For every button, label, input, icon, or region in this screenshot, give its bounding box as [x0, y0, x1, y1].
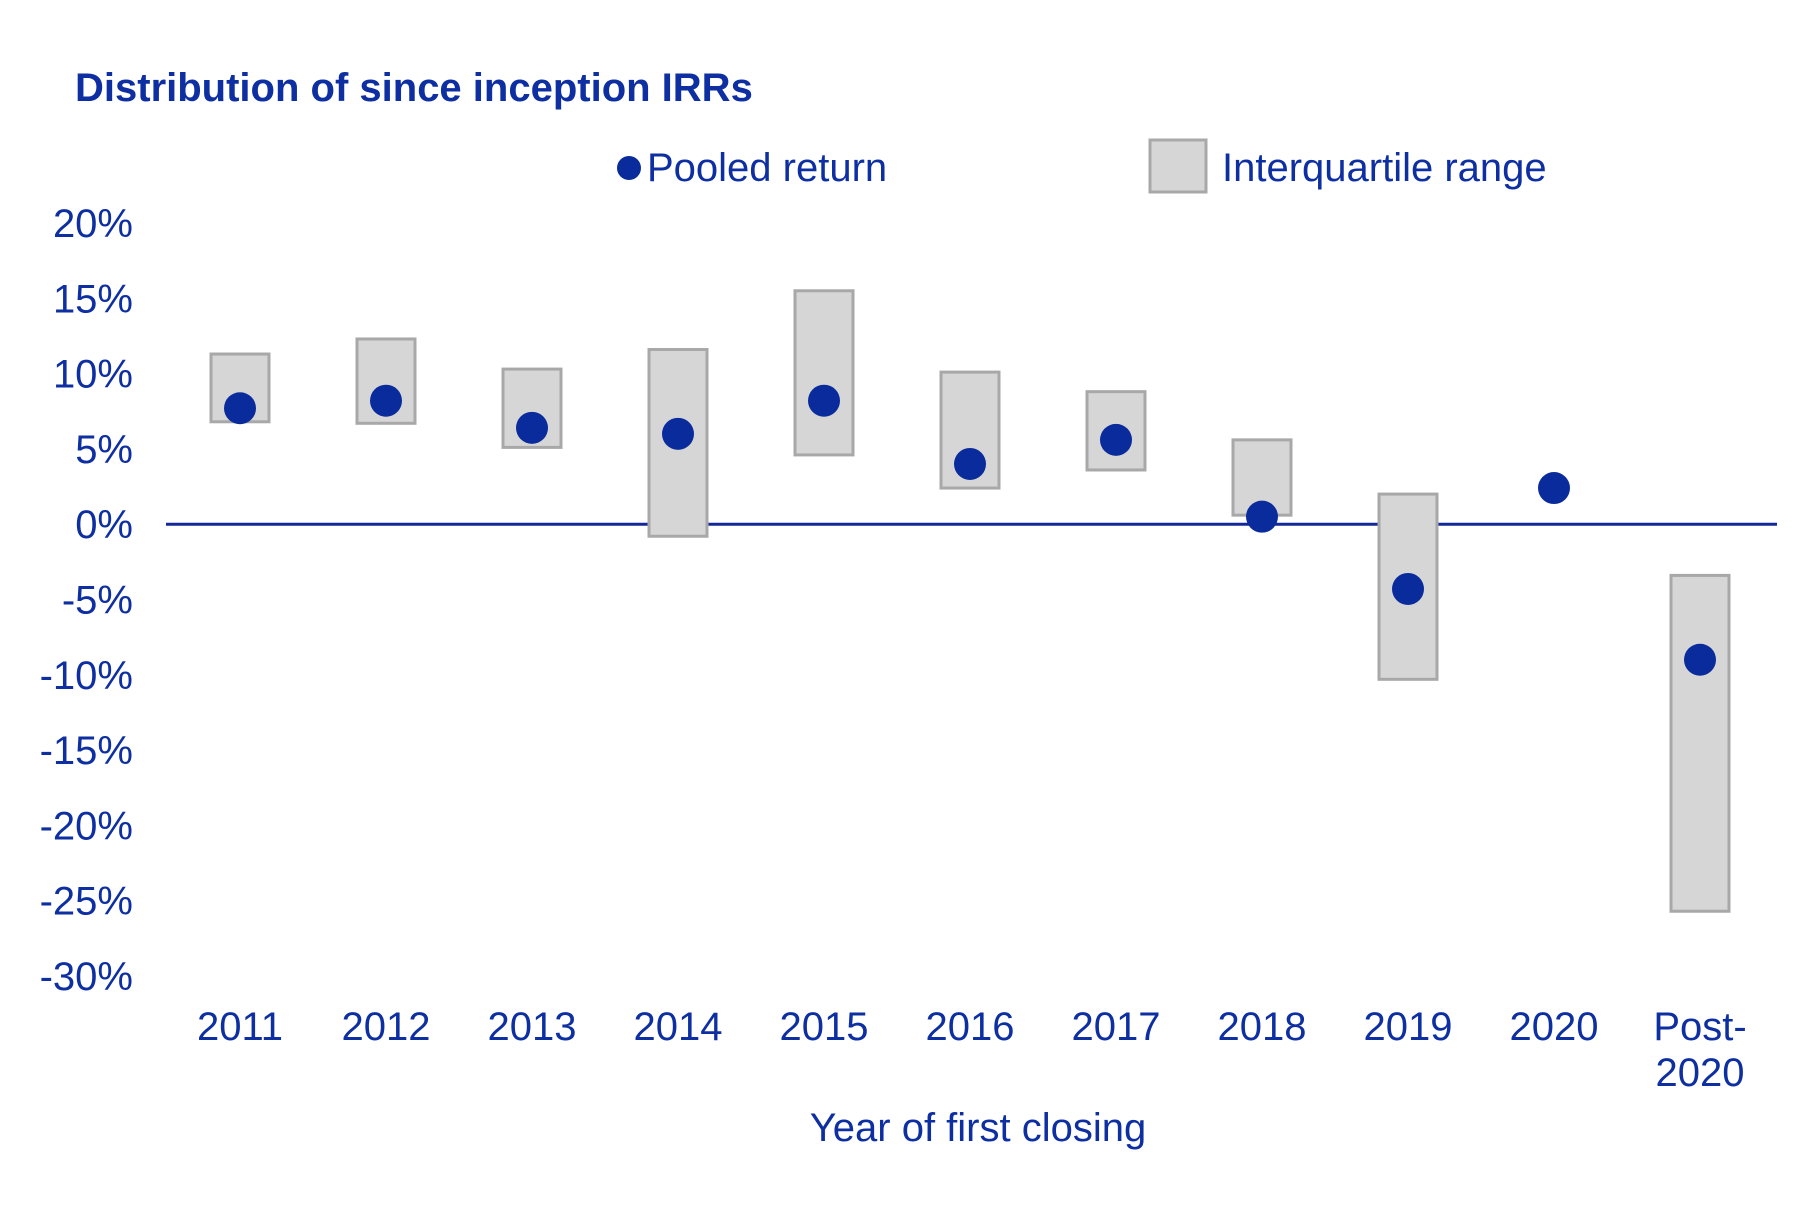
pooled-return-point: [954, 447, 986, 480]
pooled-return-point: [516, 411, 548, 444]
iqr-box: [1669, 573, 1731, 913]
legend-interquartile-range-label: Interquartile range: [1222, 146, 1547, 190]
y-tick-label: 5%: [75, 428, 133, 472]
y-tick-label: -20%: [40, 804, 133, 848]
pooled-return-points: [224, 384, 1716, 676]
x-tick-label: 2020: [1510, 1005, 1599, 1049]
pooled-return-point: [662, 417, 694, 450]
pooled-return-point: [1538, 472, 1570, 505]
y-tick-label: -5%: [62, 579, 133, 623]
x-tick-label: 2011: [197, 1005, 283, 1049]
y-tick-label: 10%: [53, 353, 133, 397]
x-axis-title: Year of first closing: [810, 1106, 1146, 1150]
x-tick-label: 2017: [1072, 1005, 1161, 1049]
legend-interquartile-range-swatch: [1148, 138, 1208, 194]
y-tick-label: -25%: [40, 880, 133, 924]
pooled-return-point: [224, 392, 256, 425]
x-tick-label: Post-2020: [1653, 1005, 1746, 1095]
iqr-box: [793, 289, 855, 457]
pooled-return-point: [1392, 572, 1424, 605]
x-tick-label: 2019: [1364, 1005, 1453, 1049]
x-tick-label: 2015: [780, 1005, 869, 1049]
y-tick-label: -10%: [40, 654, 133, 698]
iqr-box: [501, 367, 563, 449]
x-axis: 2011 2012 2013 2014 2015 2016 2017 2018 2019 2020…: [197, 1005, 1747, 1095]
y-tick-label: -30%: [40, 955, 133, 999]
legend: Pooled return Interquartile range: [617, 138, 1547, 194]
pooled-return-point: [808, 384, 840, 417]
x-tick-label: 2012: [342, 1005, 431, 1049]
x-tick-label: 2016: [926, 1005, 1015, 1049]
legend-pooled-return-label: Pooled return: [647, 146, 887, 190]
x-tick-label: 2014: [634, 1005, 723, 1049]
interquartile-ranges: [209, 289, 1731, 913]
y-tick-label: 15%: [53, 277, 133, 321]
y-tick-label: -15%: [40, 729, 133, 773]
legend-pooled-return-marker: [617, 156, 641, 180]
pooled-return-point: [1246, 500, 1278, 533]
y-tick-label: 0%: [75, 503, 133, 547]
x-tick-label: 2018: [1218, 1005, 1307, 1049]
x-tick-label: 2013: [488, 1005, 577, 1049]
pooled-return-point: [370, 384, 402, 417]
pooled-return-point: [1100, 423, 1132, 456]
y-axis: 20% 15% 10% 5% 0% -5% -10% -15% -20% -25% -30%: [40, 202, 133, 999]
pooled-return-point: [1684, 643, 1716, 676]
chart-title: Distribution of since inception IRRs: [75, 66, 753, 110]
y-tick-label: 20%: [53, 202, 133, 246]
